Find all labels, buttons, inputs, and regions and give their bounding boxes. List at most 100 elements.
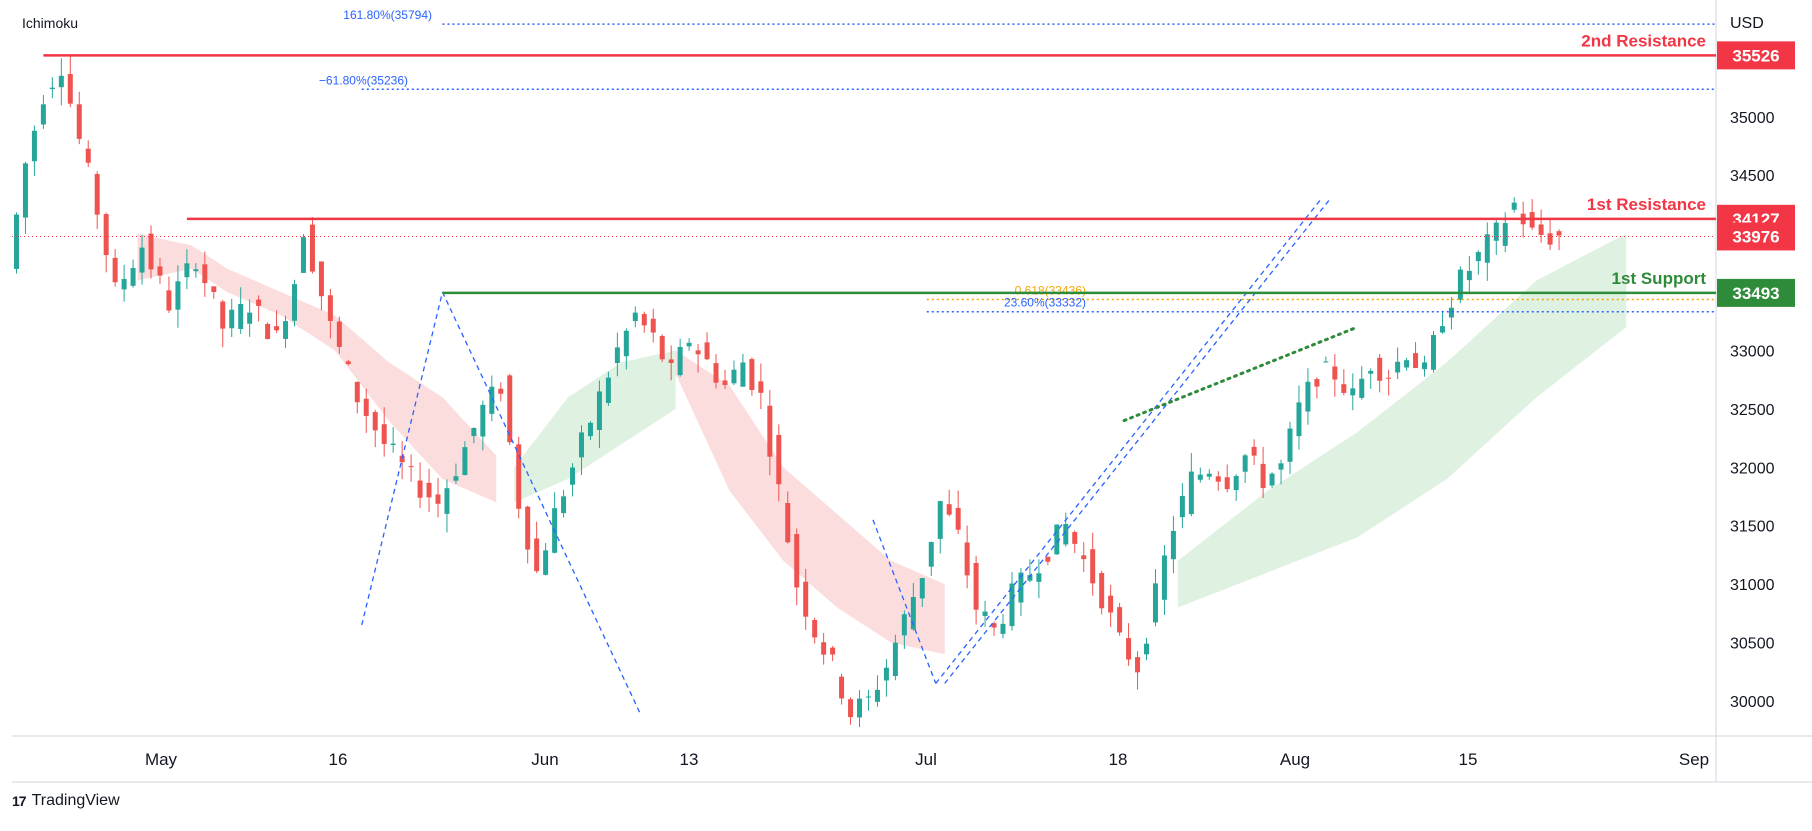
candle	[1341, 384, 1347, 393]
candle	[1547, 233, 1553, 245]
resistance-level-label: 1st Resistance	[1587, 195, 1706, 214]
candle	[292, 284, 298, 321]
candle	[471, 427, 477, 437]
x-axis-tick-label: 16	[329, 750, 348, 769]
candle	[94, 174, 100, 215]
candle	[1197, 474, 1203, 480]
candle	[318, 261, 324, 297]
candle	[659, 335, 665, 360]
candle	[148, 233, 154, 270]
candle	[632, 312, 638, 322]
candle	[1404, 360, 1410, 368]
candle	[686, 342, 692, 347]
candle	[525, 506, 531, 550]
candle	[121, 279, 127, 290]
candle	[901, 614, 907, 636]
candle	[1386, 377, 1392, 379]
candle	[516, 444, 522, 509]
candle	[22, 163, 28, 218]
candle	[1359, 378, 1365, 398]
candle	[1475, 252, 1481, 262]
candle	[1377, 357, 1383, 381]
candle	[354, 381, 360, 403]
tradingview-logo-icon: 17	[12, 793, 27, 809]
candle	[1332, 366, 1338, 380]
candle	[444, 488, 450, 514]
candle	[839, 676, 845, 699]
ichimoku-cloud-bearish	[137, 233, 497, 503]
y-axis-tick-label: 31500	[1730, 519, 1775, 536]
x-axis-tick-label: Jun	[531, 750, 558, 769]
candle	[345, 361, 351, 365]
candle	[605, 377, 611, 403]
candle	[1108, 595, 1114, 613]
y-axis-tick-label: 30500	[1730, 636, 1775, 653]
candle	[1188, 471, 1194, 515]
candle	[865, 696, 871, 698]
candle	[543, 550, 549, 575]
candle	[1305, 381, 1311, 412]
candle	[1233, 476, 1239, 491]
candle	[946, 504, 952, 515]
tradingview-branding: 17 TradingView	[12, 792, 120, 810]
y-axis-tick-label: 31000	[1730, 577, 1775, 594]
candle	[677, 346, 683, 376]
candle	[740, 362, 746, 387]
candle	[928, 542, 934, 567]
fibonacci-trend-leg	[872, 519, 937, 684]
candle	[1054, 524, 1060, 555]
candle	[85, 148, 91, 163]
candle	[40, 104, 46, 125]
candle	[758, 381, 764, 393]
support-price-badge	[1717, 278, 1795, 307]
candle	[381, 424, 387, 444]
candle	[1269, 473, 1275, 486]
candle	[1350, 388, 1356, 396]
candle	[1466, 270, 1472, 281]
candle	[283, 321, 289, 339]
candle	[13, 214, 19, 269]
resistance-price-badge	[1717, 41, 1795, 70]
candle	[803, 581, 809, 617]
candle	[1000, 623, 1006, 634]
candle	[650, 318, 656, 333]
candle	[193, 269, 199, 272]
y-axis-tick-label: 30000	[1730, 694, 1775, 711]
candle	[910, 597, 916, 630]
candle	[883, 667, 889, 681]
candle	[1135, 657, 1141, 673]
candle	[112, 257, 118, 283]
fibonacci-level-label: 23.60%(33332)	[1004, 296, 1086, 310]
candle	[1170, 530, 1176, 560]
candle	[300, 237, 306, 273]
candle	[1457, 269, 1463, 300]
candle	[274, 326, 280, 331]
x-axis-tick-label: 18	[1109, 750, 1128, 769]
candle	[211, 286, 217, 293]
ichimoku-cloud-bullish	[1177, 233, 1627, 608]
candle	[1206, 473, 1212, 477]
brand-name: TradingView	[31, 792, 120, 809]
candle	[157, 266, 163, 276]
candle	[1009, 583, 1015, 627]
candle	[1296, 402, 1302, 437]
support-trendline	[1122, 325, 1359, 423]
candle	[1287, 428, 1293, 462]
candle	[623, 330, 629, 357]
candle	[1448, 307, 1454, 318]
candle	[1090, 549, 1096, 584]
candle	[1493, 222, 1499, 241]
candle	[1161, 555, 1167, 600]
candle	[1413, 353, 1419, 369]
candle	[704, 342, 710, 360]
candle	[614, 347, 620, 364]
candle	[1484, 234, 1490, 263]
candle	[1018, 572, 1024, 603]
candle	[247, 312, 253, 324]
candle	[1036, 573, 1042, 582]
candle	[229, 309, 235, 329]
candle	[731, 369, 737, 384]
candle	[1502, 223, 1508, 246]
currency-label: USD	[1730, 15, 1764, 32]
